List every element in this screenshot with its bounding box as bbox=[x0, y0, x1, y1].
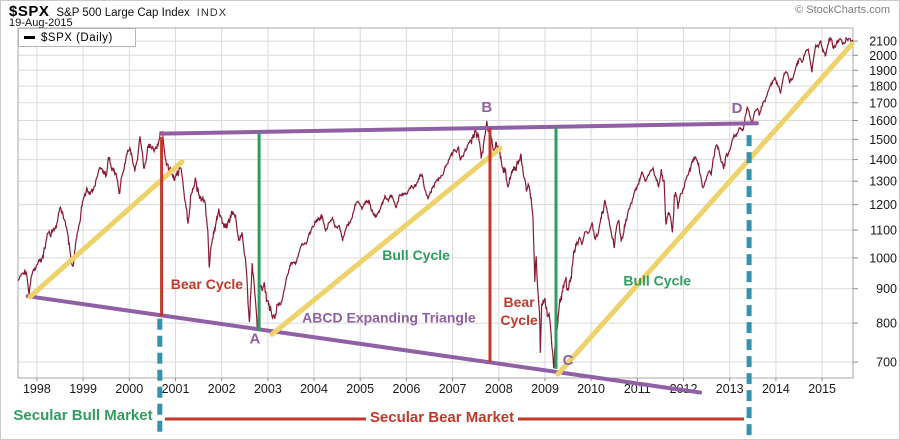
trendline-expanding-triangle-upper bbox=[160, 121, 759, 136]
x-axis-label: 2015 bbox=[808, 382, 836, 396]
secular-bull-market-label: Secular Bull Market bbox=[13, 407, 153, 424]
price-line bbox=[17, 36, 854, 369]
y-axis-label: 1700 bbox=[869, 96, 897, 110]
point-label-C: C bbox=[563, 352, 574, 369]
annotation-bull-cycle: Bull Cycle bbox=[623, 273, 691, 289]
trendline-bull-cycle-line-2 bbox=[269, 145, 503, 337]
y-axis-label: 1900 bbox=[869, 64, 897, 78]
annotation-bear-cycle: Bear Cycle bbox=[171, 276, 244, 292]
x-axis-label: 1999 bbox=[69, 382, 97, 396]
axes: 700 800 900 1000 1100 1200 1300 1400 1500 1600 170… bbox=[23, 35, 897, 396]
stockcharts-credit: © StockCharts.com bbox=[795, 4, 890, 16]
index-name-label: S&P 500 Large Cap Index bbox=[56, 7, 190, 19]
exchange-label: INDX bbox=[196, 7, 228, 19]
x-axis-label: 2010 bbox=[577, 382, 605, 396]
annotation-abcd-expanding-triangle: ABCD Expanding Triangle bbox=[302, 309, 476, 325]
x-axis-label: 2013 bbox=[716, 382, 744, 396]
x-axis-label: 2006 bbox=[392, 382, 420, 396]
y-axis-label: 1300 bbox=[869, 175, 897, 189]
point-label-A: A bbox=[249, 331, 260, 348]
point-label-B: B bbox=[481, 99, 492, 116]
trendline-expanding-triangle-lower bbox=[25, 294, 703, 395]
y-axis-label: 900 bbox=[876, 282, 897, 296]
y-axis-label: 2100 bbox=[869, 35, 897, 49]
chart-title-row: $SPX S&P 500 Large Cap Index INDX bbox=[9, 3, 227, 20]
y-axis-label: 1400 bbox=[869, 153, 897, 167]
x-axis-label: 2002 bbox=[208, 382, 236, 396]
chart-date: 19-Aug-2015 bbox=[9, 17, 73, 29]
annotation-cycle: Cycle bbox=[500, 312, 538, 328]
y-axis-label: 1000 bbox=[869, 251, 897, 265]
x-axis-label: 2008 bbox=[485, 382, 513, 396]
y-axis-label: 1200 bbox=[869, 198, 897, 212]
secular-bear-market-label: Secular Bear Market bbox=[369, 409, 515, 426]
y-axis-label: 1600 bbox=[869, 114, 897, 128]
x-axis-label: 2001 bbox=[162, 382, 190, 396]
gridlines bbox=[18, 28, 853, 378]
x-axis-label: 2000 bbox=[115, 382, 143, 396]
plot-border bbox=[17, 27, 854, 379]
symbol-label: $SPX bbox=[9, 3, 50, 20]
trendline-bull-cycle-line-1 bbox=[27, 159, 185, 300]
annotation-bear: Bear bbox=[504, 294, 536, 310]
x-axis-label: 2009 bbox=[531, 382, 559, 396]
x-axis-label: 2005 bbox=[346, 382, 374, 396]
x-axis-label: 1998 bbox=[23, 382, 51, 396]
series-swatch-icon bbox=[24, 36, 35, 39]
y-axis-label: 800 bbox=[876, 317, 897, 331]
series-legend: $SPX (Daily) bbox=[18, 28, 136, 47]
x-axis-label: 2014 bbox=[762, 382, 790, 396]
y-axis-label: 1500 bbox=[869, 133, 897, 147]
y-axis-label: 700 bbox=[876, 356, 897, 370]
x-axis-label: 2007 bbox=[439, 382, 467, 396]
point-label-D: D bbox=[732, 100, 743, 117]
y-axis-label: 1800 bbox=[869, 80, 897, 94]
series-legend-label: $SPX (Daily) bbox=[41, 31, 113, 44]
annotation-bull-cycle: Bull Cycle bbox=[382, 247, 450, 263]
trendline-bull-cycle-line-3 bbox=[555, 41, 855, 377]
y-axis-label: 2000 bbox=[869, 49, 897, 63]
x-axis-label: 2004 bbox=[300, 382, 328, 396]
y-axis-label: 1100 bbox=[870, 224, 897, 238]
x-axis-label: 2003 bbox=[254, 382, 282, 396]
